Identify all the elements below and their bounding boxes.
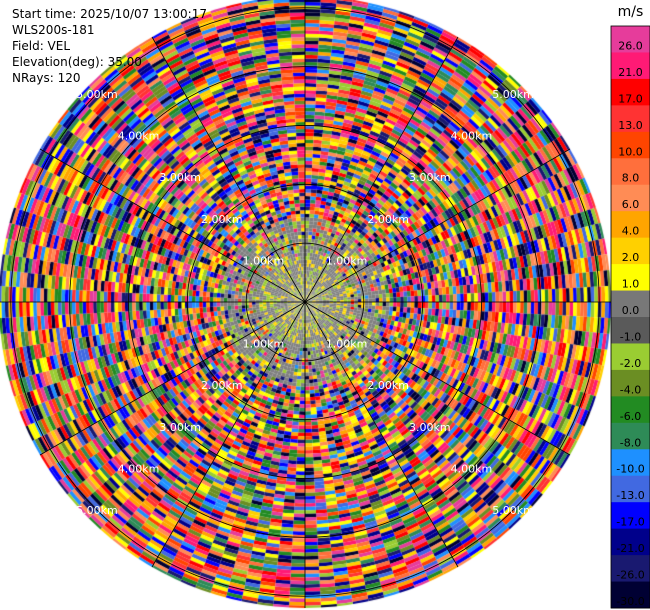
range-ring-label: 5.00km [492,504,534,517]
range-ring-label: 4.00km [118,462,160,475]
azimuth-spoke [151,36,306,303]
range-ring-label: 2.00km [367,379,409,392]
range-ring-label: 5.00km [76,88,118,101]
azimuth-spoke [304,36,459,303]
range-ring-label: 3.00km [409,421,451,434]
range-ring-label: 1.00km [326,338,368,351]
range-ring-label: 3.00km [409,171,451,184]
field-label: Field: VEL [12,39,71,53]
azimuth-spoke [304,148,571,303]
instrument-label: WLS200s-181 [12,23,95,37]
scan-info-panel: Start time: 2025/10/07 13:00:17 WLS200s-… [12,6,207,86]
range-ring-label: 2.00km [367,213,409,226]
azimuth-spoke [151,301,306,568]
range-ring-label: 4.00km [451,130,493,143]
range-ring-label: 2.00km [201,213,243,226]
start-time-label: Start time: 2025/10/07 13:00:17 [12,7,207,21]
azimuth-spoke [39,148,306,303]
range-ring-label: 3.00km [159,421,201,434]
azimuth-spoke [304,301,459,568]
range-ring-label: 4.00km [451,462,493,475]
range-ring-label: 1.00km [326,254,368,267]
elevation-label: Elevation(deg): 35.00 [12,55,142,69]
nrays-label: NRays: 120 [12,71,81,85]
azimuth-spoke [304,301,571,456]
range-ring-label: 1.00km [243,254,285,267]
range-ring-label: 4.00km [118,130,160,143]
azimuth-spoke [39,301,306,456]
range-ring-label: 2.00km [201,379,243,392]
range-ring-label: 1.00km [243,338,285,351]
range-ring-label: 5.00km [492,88,534,101]
range-ring-label: 5.00km [76,504,118,517]
range-ring-label: 3.00km [159,171,201,184]
